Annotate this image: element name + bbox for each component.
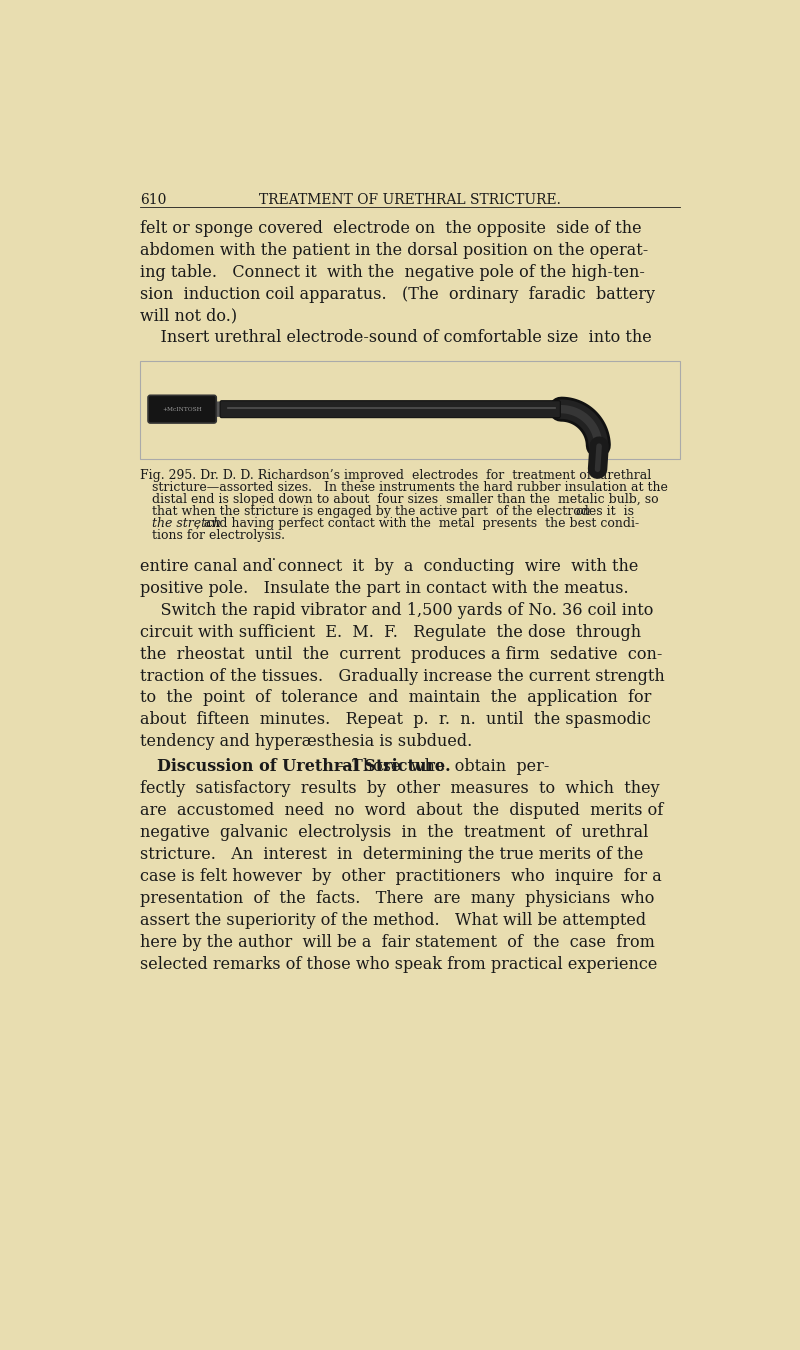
FancyBboxPatch shape [148,396,216,423]
Text: stricture—assorted sizes.   In these instruments the hard rubber insulation at t: stricture—assorted sizes. In these instr… [140,481,668,494]
Text: Insert urethral electrode-sound of comfortable size  into the: Insert urethral electrode-sound of comfo… [140,329,652,347]
FancyBboxPatch shape [140,360,680,459]
Text: —Those  who  obtain  per-: —Those who obtain per- [336,759,549,775]
Text: circuit with sufficient  E.  M.  F.   Regulate  the dose  through: circuit with sufficient E. M. F. Regulat… [140,624,642,641]
Text: about  fifteen  minutes.   Repeat  p.  r.  n.  until  the spasmodic: about fifteen minutes. Repeat p. r. n. u… [140,711,651,729]
Text: distal end is sloped down to about  four sizes  smaller than the  metalic bulb, : distal end is sloped down to about four … [140,493,659,506]
Text: tions for electrolysis.: tions for electrolysis. [140,529,286,541]
Text: Fig. 295. Dr. D. D. Richardson’s improved  electrodes  for  treatment of  urethr: Fig. 295. Dr. D. D. Richardson’s improve… [140,470,651,482]
Text: Discussion of Urethral Stricture.: Discussion of Urethral Stricture. [158,759,451,775]
FancyBboxPatch shape [220,401,560,417]
Text: to  the  point  of  tolerance  and  maintain  the  application  for: to the point of tolerance and maintain t… [140,690,652,706]
Text: ing table.   Connect it  with the  negative pole of the high-ten-: ing table. Connect it with the negative … [140,263,645,281]
Text: traction of the tissues.   Gradually increase the current strength: traction of the tissues. Gradually incre… [140,667,665,684]
Text: here by the author  will be a  fair statement  of  the  case  from: here by the author will be a fair statem… [140,934,655,950]
Text: that when the stricture is engaged by the active part  of the electrodes it  is: that when the stricture is engaged by th… [140,505,638,518]
Text: sion  induction coil apparatus.   (The  ordinary  faradic  battery: sion induction coil apparatus. (The ordi… [140,286,655,302]
Text: TREATMENT OF URETHRAL STRICTURE.: TREATMENT OF URETHRAL STRICTURE. [259,193,561,207]
Text: on: on [576,505,591,518]
Text: will not do.): will not do.) [140,308,238,324]
Text: selected remarks of those who speak from practical experience: selected remarks of those who speak from… [140,956,658,973]
Text: tendency and hyperæsthesia is subdued.: tendency and hyperæsthesia is subdued. [140,733,473,751]
Text: positive pole.   Insulate the part in contact with the meatus.: positive pole. Insulate the part in cont… [140,579,629,597]
Text: presentation  of  the  facts.   There  are  many  physicians  who: presentation of the facts. There are man… [140,890,654,907]
Text: fectly  satisfactory  results  by  other  measures  to  which  they: fectly satisfactory results by other mea… [140,780,660,798]
Text: are  accustomed  need  no  word  about  the  disputed  merits of: are accustomed need no word about the di… [140,802,663,819]
Text: abdomen with the patient in the dorsal position on the operat-: abdomen with the patient in the dorsal p… [140,242,649,259]
FancyBboxPatch shape [212,401,223,417]
Text: entire canal and ̇connect  it  by  a  conducting  wire  with the: entire canal and ̇connect it by a conduc… [140,558,638,575]
Text: 610: 610 [140,193,166,207]
Text: stricture.   An  interest  in  determining the true merits of the: stricture. An interest in determining th… [140,846,644,863]
Text: , and having perfect contact with the  metal  presents  the best condi-: , and having perfect contact with the me… [196,517,639,531]
Text: +McINTOSH: +McINTOSH [162,406,202,412]
Text: Switch the rapid vibrator and 1,500 yards of No. 36 coil into: Switch the rapid vibrator and 1,500 yard… [140,602,654,618]
Text: negative  galvanic  electrolysis  in  the  treatment  of  urethral: negative galvanic electrolysis in the tr… [140,825,649,841]
Text: the stretch: the stretch [152,517,221,531]
Text: felt or sponge covered  electrode on  the opposite  side of the: felt or sponge covered electrode on the … [140,220,642,236]
Text: the  rheostat  until  the  current  produces a firm  sedative  con-: the rheostat until the current produces … [140,645,662,663]
Text: case is felt however  by  other  practitioners  who  inquire  for a: case is felt however by other practition… [140,868,662,886]
Text: assert the superiority of the method.   What will be attempted: assert the superiority of the method. Wh… [140,913,646,929]
